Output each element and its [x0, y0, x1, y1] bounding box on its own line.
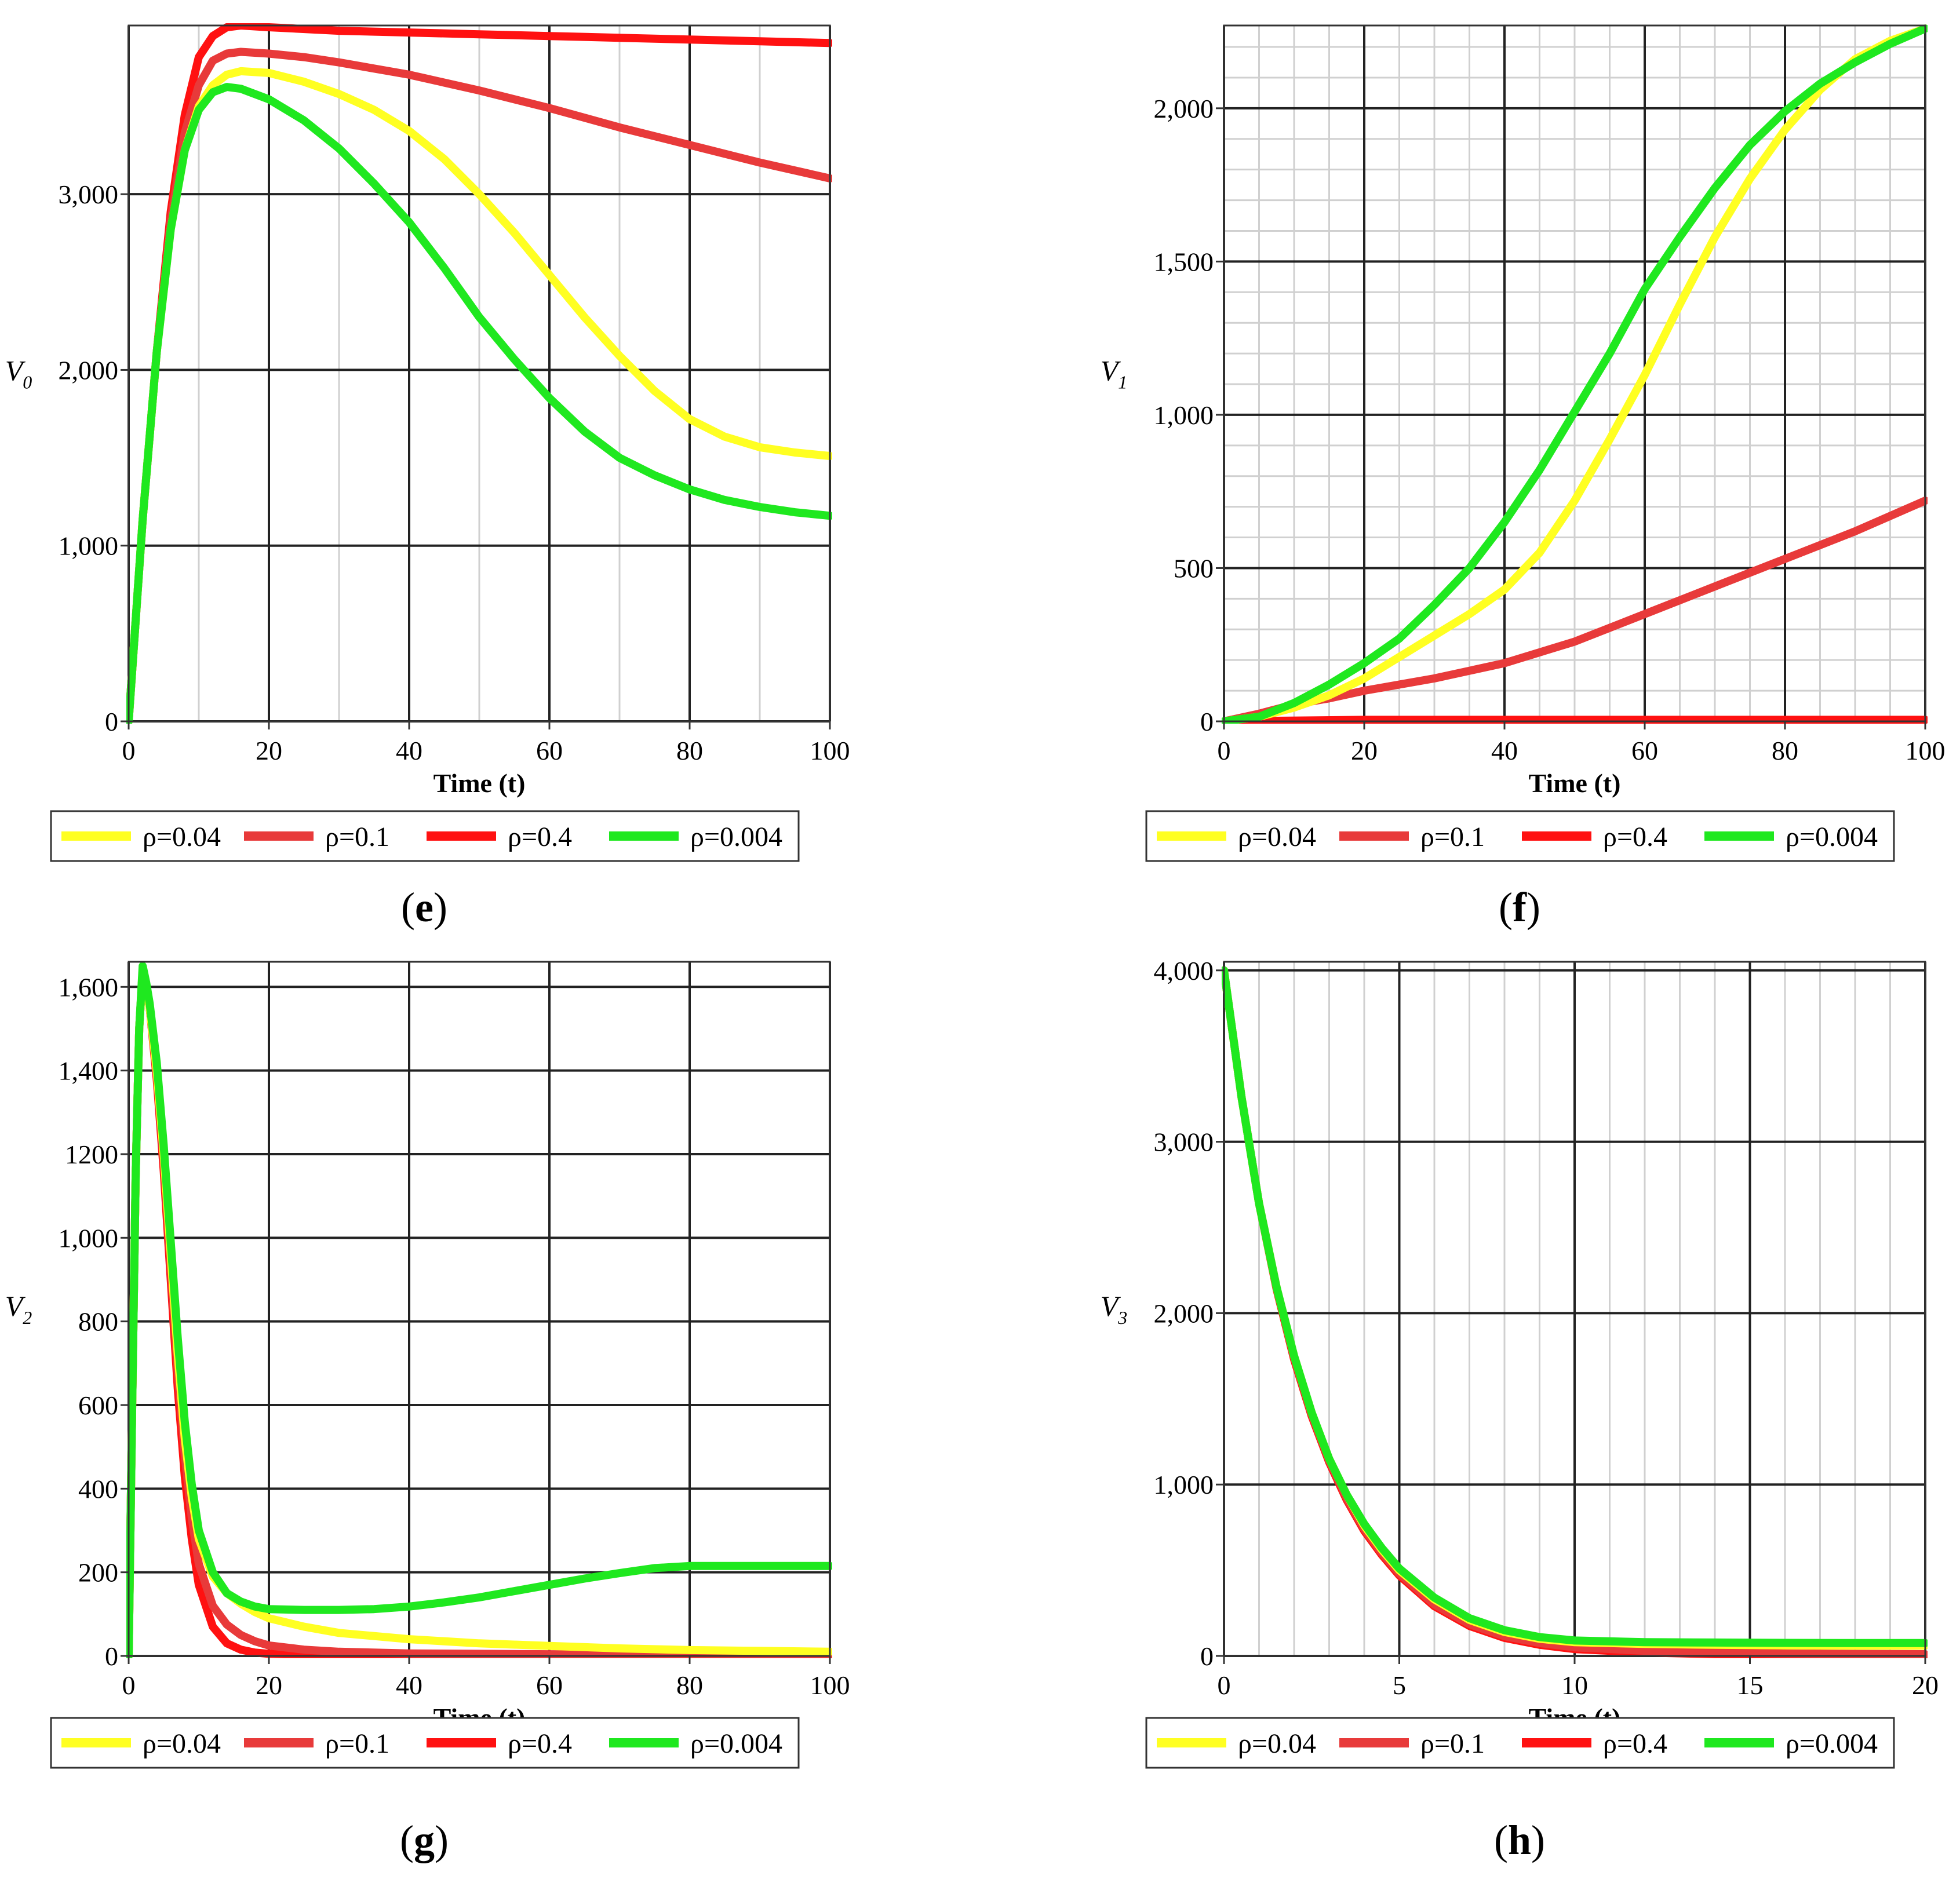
- chart-panel-g: 0 20 40 60 80 100 0 200 400 600 800 1,000 1200 1,400 1…: [5, 961, 850, 1769]
- chart-legend: ρ=0.04 ρ=0.1 ρ=0.4 ρ=0.004: [1145, 1717, 1895, 1769]
- panel-label-h: (h): [1493, 1817, 1545, 1863]
- y-axis-label: V0: [5, 355, 32, 393]
- x-tick-label: 40: [396, 736, 422, 765]
- x-tick-label: 0: [1218, 736, 1231, 765]
- y-tick-label: 1,400: [59, 1056, 119, 1086]
- x-tick-label: 100: [1906, 736, 1946, 765]
- y-tick-label: 1,000: [59, 531, 119, 561]
- legend-label-1: ρ=0.04: [143, 822, 221, 852]
- y-tick-label: 3,000: [1154, 1128, 1214, 1157]
- y-tick-label: 2,000: [59, 355, 119, 385]
- plot-frame: [127, 961, 831, 1657]
- x-tick-label: 10: [1561, 1670, 1588, 1700]
- series-line-4: [126, 83, 832, 724]
- x-tick-label: 100: [810, 736, 850, 765]
- chart-panel-e: 0 20 40 60 80 100 0 1,000 2,000 3,000 Time (t) V0 ρ=…: [5, 23, 850, 862]
- y-tick-label: 1,500: [1154, 247, 1214, 276]
- legend-label-2: ρ=0.1: [325, 1728, 389, 1759]
- panel-letter-e: e: [415, 884, 433, 931]
- legend-label-3: ρ=0.4: [508, 822, 572, 852]
- panel-label-e: (e): [401, 884, 447, 931]
- x-tick-label: 60: [1631, 736, 1658, 765]
- x-axis-label: Time (t): [1529, 768, 1621, 798]
- legend-label-2: ρ=0.1: [1420, 1728, 1485, 1759]
- y-tick-label: 0: [105, 1641, 118, 1671]
- y-tick-label: 1200: [65, 1140, 118, 1169]
- legend-label-2: ρ=0.1: [1420, 822, 1485, 852]
- panel-letter-g: g: [414, 1817, 435, 1863]
- y-tick-label: 0: [1200, 707, 1214, 736]
- x-tick-label: 15: [1737, 1670, 1764, 1700]
- series-line-4: [1222, 24, 1928, 724]
- legend-label-3: ρ=0.4: [508, 1728, 572, 1759]
- y-axis-label: V3: [1101, 1290, 1128, 1328]
- x-tick-label: 40: [396, 1670, 422, 1700]
- legend-label-4: ρ=0.004: [690, 822, 782, 852]
- y-tick-label: 800: [78, 1307, 118, 1337]
- x-tick-label: 20: [256, 1670, 282, 1700]
- y-axis-label: V1: [1101, 355, 1128, 393]
- y-tick-label: 3,000: [59, 180, 119, 209]
- legend-label-1: ρ=0.04: [1238, 822, 1316, 852]
- legend-label-1: ρ=0.04: [143, 1728, 221, 1759]
- y-tick-label: 0: [105, 707, 118, 736]
- series-line-4: [126, 962, 832, 1658]
- plot-frame: [1223, 24, 1926, 723]
- chart-legend: ρ=0.04 ρ=0.1 ρ=0.4 ρ=0.004: [1145, 810, 1895, 862]
- x-tick-label: 100: [810, 1670, 850, 1700]
- x-tick-label: 20: [256, 736, 282, 765]
- y-tick-label: 4,000: [1154, 956, 1214, 986]
- legend-label-4: ρ=0.004: [1786, 1728, 1878, 1759]
- legend-label-3: ρ=0.4: [1603, 1728, 1667, 1759]
- chart-panel-f: 0 20 40 60 80 100 0 500 1,000 1,500 2,000 Time (t) V…: [1101, 24, 1946, 862]
- x-tick-label: 40: [1491, 736, 1518, 765]
- x-axis-label: Time (t): [433, 768, 526, 798]
- series-group: [126, 23, 832, 724]
- y-tick-label: 400: [78, 1474, 118, 1504]
- series-line-4: [1222, 966, 1928, 1647]
- y-tick-label: 600: [78, 1391, 118, 1420]
- series-group: [1222, 966, 1928, 1658]
- y-tick-label: 2,000: [1154, 1298, 1214, 1328]
- y-tick-label: 1,000: [1154, 400, 1214, 430]
- x-tick-label: 60: [536, 736, 563, 765]
- x-tick-label: 20: [1912, 1670, 1939, 1700]
- x-tick-label: 80: [1772, 736, 1798, 765]
- x-tick-label: 20: [1351, 736, 1378, 765]
- panel-letter-f: f: [1513, 884, 1527, 931]
- series-group: [1222, 24, 1928, 724]
- x-tick-label: 0: [122, 1670, 136, 1700]
- series-line-3: [1222, 716, 1928, 724]
- x-tick-label: 80: [676, 736, 703, 765]
- y-axis-label: V2: [5, 1290, 32, 1328]
- x-tick-label: 80: [676, 1670, 703, 1700]
- panel-label-g: (g): [400, 1817, 449, 1863]
- y-tick-label: 1,600: [59, 972, 119, 1002]
- y-tick-label: 1,000: [1154, 1470, 1214, 1499]
- plot-area: [129, 962, 830, 1656]
- plot-frame: [127, 24, 831, 723]
- x-tick-label: 0: [1218, 1670, 1231, 1700]
- x-tick-label: 0: [122, 736, 136, 765]
- y-tick-label: 2,000: [1154, 94, 1214, 123]
- legend-label-2: ρ=0.1: [325, 822, 389, 852]
- y-tick-label: 1,000: [59, 1223, 119, 1253]
- panel-label-f: (f): [1499, 884, 1540, 931]
- series-line-1: [1222, 24, 1928, 724]
- y-tick-label: 0: [1200, 1641, 1214, 1671]
- legend-label-4: ρ=0.004: [690, 1728, 782, 1759]
- x-tick-label: 60: [536, 1670, 563, 1700]
- panel-letter-h: h: [1507, 1817, 1532, 1863]
- chart-legend: ρ=0.04 ρ=0.1 ρ=0.4 ρ=0.004: [50, 1717, 800, 1769]
- y-tick-label: 200: [78, 1558, 118, 1588]
- legend-label-4: ρ=0.004: [1786, 822, 1878, 852]
- legend-label-1: ρ=0.04: [1238, 1728, 1316, 1759]
- y-tick-label: 500: [1174, 553, 1214, 583]
- legend-label-3: ρ=0.4: [1603, 822, 1667, 852]
- x-tick-label: 5: [1393, 1670, 1406, 1700]
- chart-legend: ρ=0.04 ρ=0.1 ρ=0.4 ρ=0.004: [50, 810, 800, 862]
